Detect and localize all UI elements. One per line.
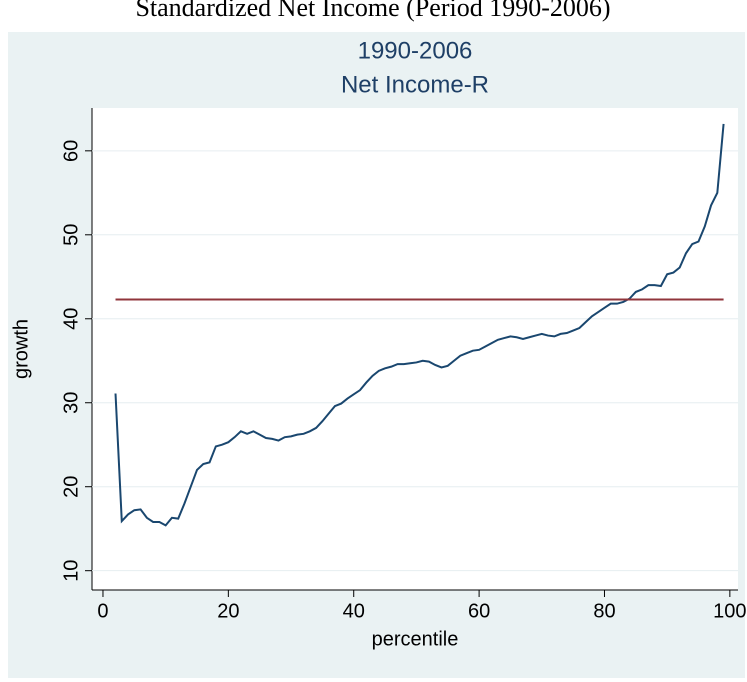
x-tick-label: 40 [343,600,365,622]
chart-title: Net Income-R [341,71,489,98]
data-line [114,123,725,527]
x-axis-label: percentile [372,628,459,650]
x-tick-label: 20 [217,600,239,622]
x-tick-label: 60 [468,600,490,622]
y-tick-label: 60 [60,140,82,162]
plot-area [92,108,738,590]
y-axis-label: growth [10,319,32,379]
y-tick-label: 30 [60,392,82,414]
page-header: Standardized Net Income (Period 1990-200… [135,0,610,22]
x-tick-label: 0 [97,600,108,622]
x-tick-label: 100 [713,600,746,622]
y-tick-label: 20 [60,476,82,498]
chart-title: 1990-2006 [358,37,473,64]
y-tick-label: 50 [60,224,82,246]
y-tick-label: 10 [60,560,82,582]
y-tick-label: 40 [60,308,82,330]
x-tick-label: 80 [593,600,615,622]
